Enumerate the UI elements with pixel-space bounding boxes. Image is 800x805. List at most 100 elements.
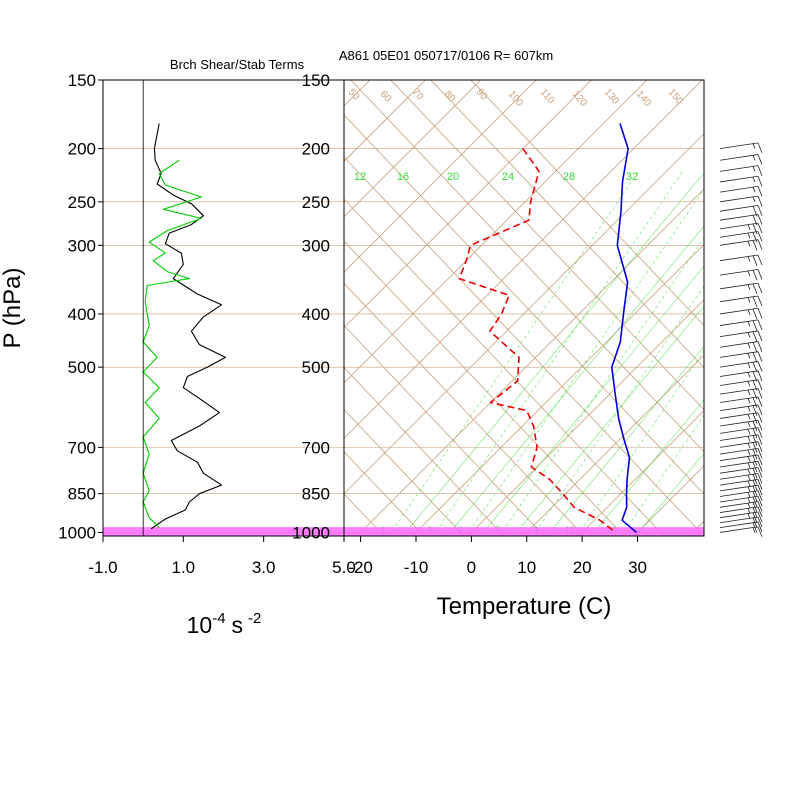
wind-barb-half-flag	[747, 232, 751, 239]
wind-barb-staff	[719, 419, 759, 427]
isotherm-label: 80	[442, 89, 458, 105]
isotherm-line	[522, 354, 704, 536]
x-axis-label-units: 10-4 s -2	[187, 610, 262, 638]
wind-barb-flag	[752, 232, 758, 243]
wind-barb-half-flag	[752, 176, 756, 183]
wind-barb-staff	[719, 441, 759, 448]
wind-barb-staff	[719, 214, 759, 221]
wind-barb-flag	[752, 455, 758, 466]
wind-barb-flag	[757, 448, 763, 459]
wind-barb-flag	[757, 506, 763, 518]
wind-barb-half-flag	[747, 429, 751, 435]
temperature-x-tick-label: -10	[404, 558, 429, 577]
wind-barb-flag	[757, 308, 763, 319]
adiabat-line	[430, 80, 704, 369]
wind-barb-flag	[757, 490, 763, 501]
temperature-x-tick-label: 0	[467, 558, 476, 577]
wind-barb-flag	[752, 468, 758, 479]
wind-barb-half-flag	[747, 241, 751, 247]
wind-barb-flag	[757, 485, 763, 496]
pressure-tick-label-right: 150	[302, 71, 330, 90]
isotherm-label: 60	[378, 89, 394, 105]
wind-barb-flag	[752, 283, 758, 295]
wind-barb-half-flag	[747, 398, 751, 404]
wind-barb-flag	[757, 254, 763, 266]
mixing-ratio-label: 24	[502, 171, 514, 183]
wind-barb-flag	[752, 296, 758, 307]
adiabat-line	[344, 409, 465, 536]
wind-barb-half-flag	[747, 362, 751, 369]
wind-barb-flag	[757, 434, 763, 445]
wind-barb-staff	[719, 484, 759, 492]
wind-barb-staff	[719, 495, 759, 503]
adiabat-line	[344, 366, 505, 536]
pressure-tick-label-left: 300	[68, 236, 96, 255]
wind-barb-flag	[757, 501, 763, 512]
wind-barb-flag	[757, 223, 763, 234]
wind-barb-half-flag	[747, 256, 751, 262]
wind-barb-half-flag	[747, 270, 751, 277]
wind-barb-flag	[757, 239, 763, 250]
pressure-tick-label-left: 250	[68, 193, 96, 212]
wind-barb-half-flag	[747, 381, 751, 387]
left-panel-series	[142, 80, 227, 536]
wind-barb-flag	[752, 342, 758, 353]
wind-barb-flag	[752, 255, 758, 266]
wind-barb-staff	[719, 460, 759, 468]
adiabat-line	[344, 198, 665, 536]
wind-barb-half-flag	[747, 474, 751, 481]
adiabat-line	[344, 114, 704, 495]
wind-barb-half-flag	[747, 284, 751, 290]
data-layer	[103, 80, 704, 537]
isotherm-label: 90	[474, 87, 490, 103]
isotherm-line	[344, 80, 482, 218]
wind-barb-flag	[752, 362, 758, 373]
isotherm-label: 130	[602, 87, 621, 107]
wind-barb-half-flag	[747, 389, 751, 396]
wind-barb-flag	[757, 142, 763, 154]
wind-barb-flag	[752, 461, 758, 473]
temperature-profile-line	[611, 123, 637, 534]
wind-barb-half-flag	[747, 321, 751, 327]
isotherm-label: 120	[570, 89, 589, 109]
isotherm-label: 70	[410, 87, 426, 103]
isotherm-line	[745, 80, 800, 536]
wind-barb-half-flag	[747, 443, 751, 449]
surface-layer-band	[103, 527, 704, 537]
left-panel-title: Brch Shear/Stab Terms	[170, 57, 305, 72]
wind-barb-flag	[757, 361, 763, 372]
wind-barb-flag	[757, 186, 763, 197]
isotherm-label: 140	[634, 89, 653, 109]
wind-barb-staff	[719, 269, 759, 276]
wind-barb-staff	[719, 295, 759, 303]
isotherm-line	[467, 299, 704, 536]
isotherm-line	[689, 520, 704, 536]
wind-barb-flag	[757, 473, 763, 484]
mixing-ratio-label: 16	[397, 171, 409, 183]
mixing-ratio-line	[388, 169, 640, 536]
pressure-tick-label-right: 850	[302, 485, 330, 504]
adiabat-line	[390, 80, 704, 411]
wind-barb-half-flag	[752, 166, 756, 172]
wind-barb-staff	[719, 396, 759, 403]
wind-barb-half-flag	[747, 480, 751, 487]
wind-barb-staff	[719, 341, 759, 348]
isotherm-line	[344, 80, 648, 384]
pressure-tick-label-right: 300	[302, 236, 330, 255]
units-exp2: -2	[248, 610, 261, 627]
wind-barb-half-flag	[752, 196, 756, 203]
wind-barb-flag	[757, 420, 763, 431]
temperature-x-tick-label: -20	[348, 558, 373, 577]
wind-barb-flag	[752, 397, 758, 408]
wind-barb-flag	[752, 223, 758, 235]
wind-barb-half-flag	[747, 343, 751, 349]
isotherm-line	[356, 188, 704, 536]
wind-barb-half-flag	[747, 462, 751, 469]
shear-profile-line	[150, 123, 227, 530]
dewpoint-profile-line	[458, 148, 616, 534]
wind-barb-staff	[719, 254, 759, 262]
wind-barb-flag	[757, 479, 763, 490]
pressure-tick-label-right: 250	[302, 193, 330, 212]
